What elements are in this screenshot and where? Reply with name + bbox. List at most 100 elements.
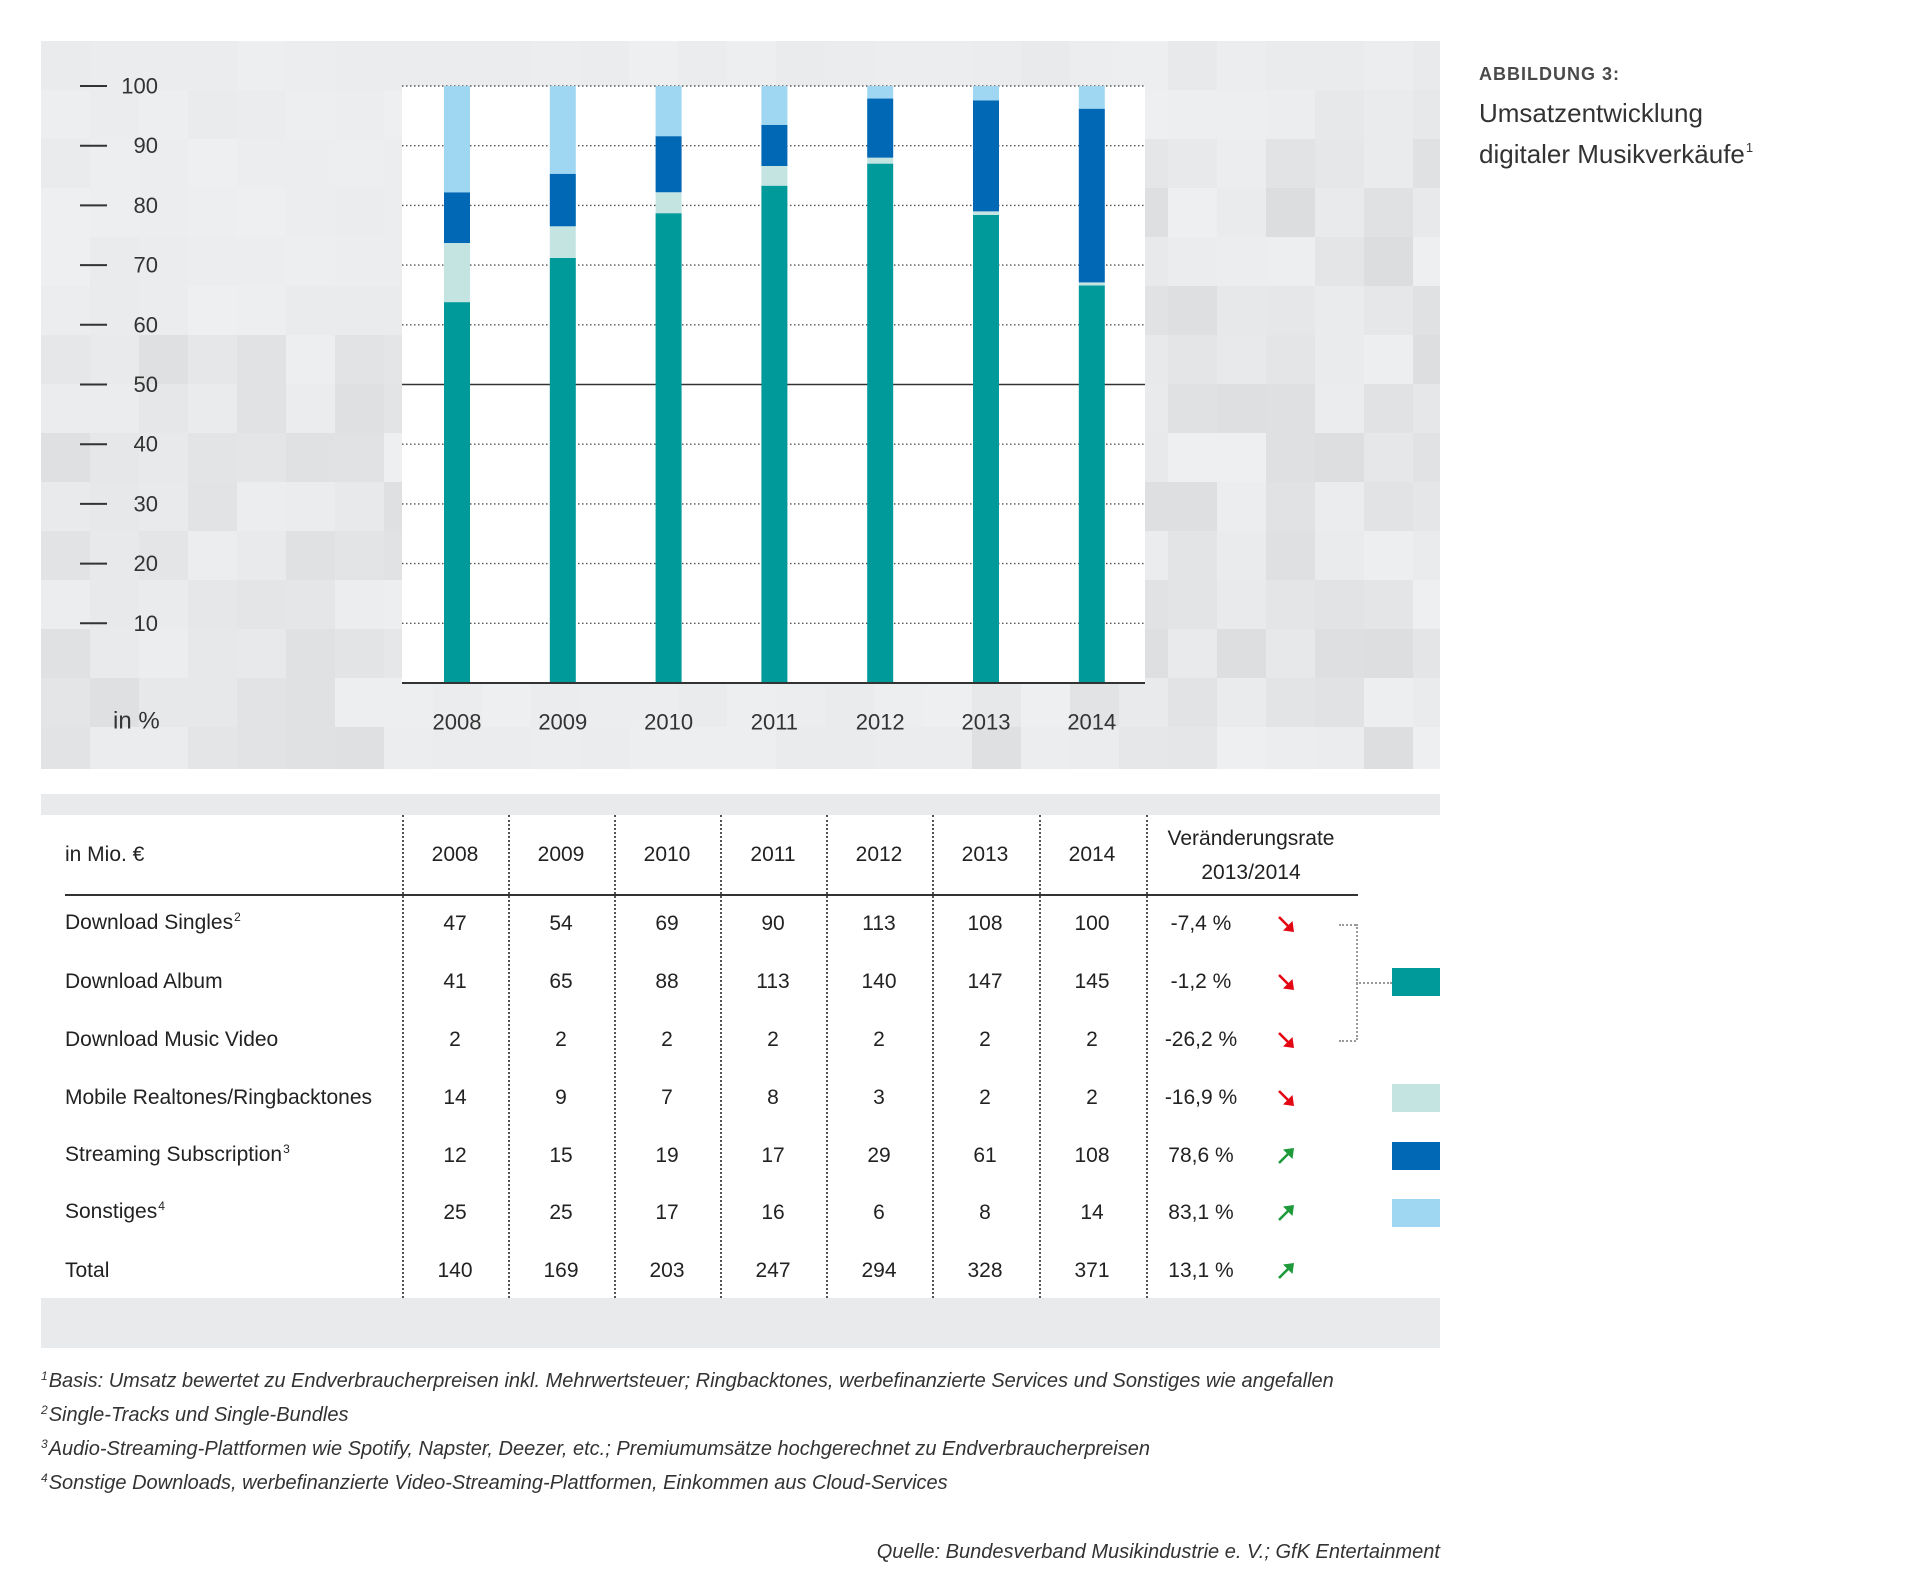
y-tick-label: 60 (134, 312, 158, 337)
table-cell: 203 (649, 1259, 685, 1282)
x-tick-label: 2013 (962, 710, 1011, 735)
change-rate: 83,1 % (1168, 1201, 1234, 1224)
table-cell: 328 (967, 1259, 1003, 1282)
mosaic-tile (1413, 629, 1440, 678)
table-cell: 6 (873, 1201, 885, 1224)
table-cell: 14 (443, 1086, 467, 1109)
table-cell: 140 (861, 970, 897, 993)
figure-title-line1: Umsatzentwicklung (1479, 98, 1703, 128)
mosaic-tile (237, 286, 286, 335)
figure-title-line2: digitaler Musikverkäufe1 (1479, 138, 1753, 175)
bracket-top (1339, 924, 1356, 926)
mosaic-tile (1217, 629, 1266, 678)
mosaic-tile (335, 286, 384, 335)
column-divider (1146, 815, 1148, 1298)
mosaic-tile (1266, 727, 1315, 769)
table-cell: 25 (549, 1201, 573, 1224)
mosaic-tile (1315, 41, 1364, 90)
table-cell: 2 (661, 1028, 673, 1051)
mosaic-tile (972, 41, 1021, 90)
mosaic-tile (384, 678, 433, 727)
table-cell: 147 (967, 970, 1003, 993)
mosaic-tile (1168, 139, 1217, 188)
table-cell: 371 (1074, 1259, 1110, 1282)
bar-segment (549, 257, 576, 683)
mosaic-tile (580, 727, 629, 769)
mosaic-tile (1364, 41, 1413, 90)
footnote: 4Sonstige Downloads, werbefinanzierte Vi… (41, 1471, 948, 1497)
mosaic-tile (286, 580, 335, 629)
table-cell: 294 (861, 1259, 897, 1282)
mosaic-tile (286, 433, 335, 482)
figure-label: ABBILDUNG 3: (1479, 64, 1620, 84)
table-cell: 14 (1080, 1201, 1104, 1224)
mosaic-tile (1070, 727, 1119, 769)
mosaic-tile (1168, 629, 1217, 678)
mosaic-tile (678, 41, 727, 90)
mosaic-tile (1315, 531, 1364, 580)
chart-panel: 100 90 80 70 60 50 40 30 20 10 2008 2009 2010 2011 20… (41, 41, 1440, 769)
mosaic-tile (335, 678, 384, 727)
bracket-connector (1356, 982, 1392, 984)
mosaic-tile (727, 727, 776, 769)
mosaic-tile (188, 629, 237, 678)
mosaic-tile (1413, 237, 1440, 286)
mosaic-tile (1413, 482, 1440, 531)
mosaic-tile (1315, 335, 1364, 384)
mosaic-tile (1070, 678, 1119, 727)
mosaic-tile (139, 335, 188, 384)
mosaic-tile (90, 384, 139, 433)
table-cell: 19 (655, 1144, 679, 1167)
bar-segment (1078, 285, 1105, 683)
bar-segment (549, 226, 576, 258)
footnote: 1Basis: Umsatz bewertet zu Endverbrauche… (41, 1369, 1334, 1395)
y-tick-label: 100 (121, 74, 158, 99)
bar-segment (444, 192, 470, 244)
mosaic-tile (41, 629, 90, 678)
mosaic-tile (237, 629, 286, 678)
mosaic-tile (678, 727, 727, 769)
mosaic-tile (1217, 41, 1266, 90)
mosaic-tile (1364, 384, 1413, 433)
mosaic-tile (1315, 90, 1364, 139)
mosaic-tile (1266, 139, 1315, 188)
mosaic-tile (41, 188, 90, 237)
mosaic-tile (1119, 678, 1168, 727)
mosaic-tile (1315, 580, 1364, 629)
mosaic-tile (1266, 580, 1315, 629)
mosaic-tile (972, 678, 1021, 727)
mosaic-tile (237, 188, 286, 237)
mosaic-tile (90, 482, 139, 531)
table-cell: 2 (979, 1086, 991, 1109)
mosaic-tile (139, 139, 188, 188)
mosaic-tile (923, 678, 972, 727)
mosaic-tile (1266, 286, 1315, 335)
mosaic-tile (286, 727, 335, 769)
mosaic-tile (335, 433, 384, 482)
bar-segment (973, 100, 999, 212)
mosaic-tile (1217, 139, 1266, 188)
mosaic-tile (90, 531, 139, 580)
mosaic-tile (139, 531, 188, 580)
mosaic-tile (1217, 482, 1266, 531)
mosaic-tile (1364, 139, 1413, 188)
footnote-ref: 4 (158, 1199, 165, 1213)
mosaic-tile (1021, 678, 1070, 727)
mosaic-tile (1413, 335, 1440, 384)
y-tick-label: 80 (134, 193, 158, 218)
mosaic-tile (580, 41, 629, 90)
row-label: Download Singles2 (65, 910, 241, 938)
mosaic-tile (335, 531, 384, 580)
column-divider (508, 815, 510, 1298)
mosaic-tile (188, 482, 237, 531)
mosaic-tile (1021, 41, 1070, 90)
header-year: 2010 (643, 843, 691, 866)
mosaic-tile (433, 727, 482, 769)
mosaic-tile (1217, 727, 1266, 769)
table-cell: 2 (767, 1028, 779, 1051)
change-rate-period: 2013/2014 (1201, 861, 1301, 884)
mosaic-tile (1168, 286, 1217, 335)
mosaic-tile (1315, 139, 1364, 188)
table-cell: 16 (761, 1201, 785, 1224)
table-cell: 25 (443, 1201, 467, 1224)
